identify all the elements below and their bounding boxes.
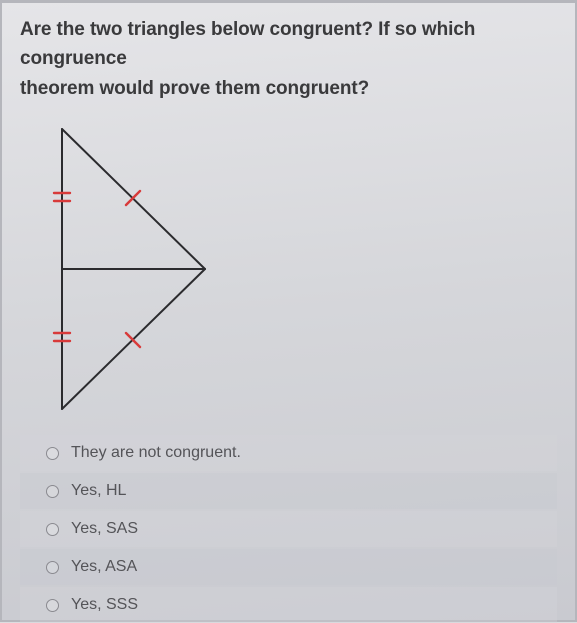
option-label: They are not congruent. [71,444,241,462]
option-not-congruent[interactable]: They are not congruent. [20,435,557,471]
triangle-diagram [20,111,557,431]
option-label: Yes, SAS [71,520,138,538]
option-label: Yes, HL [71,482,126,500]
radio-icon [46,447,59,460]
option-asa[interactable]: Yes, ASA [20,549,557,585]
radio-icon [46,561,59,574]
answer-options: They are not congruent. Yes, HL Yes, SAS… [20,435,557,623]
option-hl[interactable]: Yes, HL [20,473,557,509]
question-line-1: Are the two triangles below congruent? I… [20,19,475,69]
question-line-2: theorem would prove them congruent? [20,78,369,99]
question-text: Are the two triangles below congruent? I… [20,15,557,103]
radio-icon [46,599,59,612]
option-sas[interactable]: Yes, SAS [20,511,557,547]
option-sss[interactable]: Yes, SSS [20,587,557,623]
diagram-svg [20,111,320,431]
triangle-lines [62,129,205,409]
radio-icon [46,485,59,498]
radio-icon [46,523,59,536]
worksheet-page: Are the two triangles below congruent? I… [0,0,577,622]
option-label: Yes, ASA [71,558,137,576]
option-label: Yes, SSS [71,596,138,614]
